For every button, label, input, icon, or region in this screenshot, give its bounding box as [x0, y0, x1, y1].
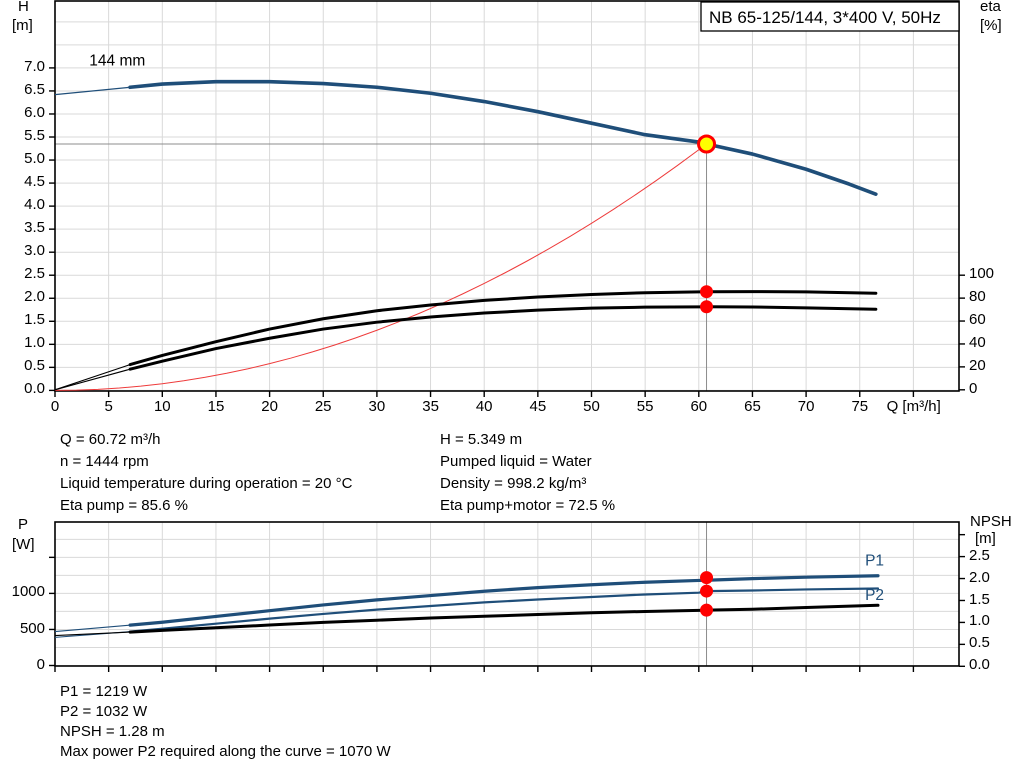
svg-text:NB 65-125/144, 3*400 V, 50Hz: NB 65-125/144, 3*400 V, 50Hz [709, 8, 941, 27]
svg-text:P2: P2 [865, 587, 884, 604]
svg-text:144 mm: 144 mm [89, 53, 145, 70]
svg-text:P1: P1 [865, 553, 884, 570]
